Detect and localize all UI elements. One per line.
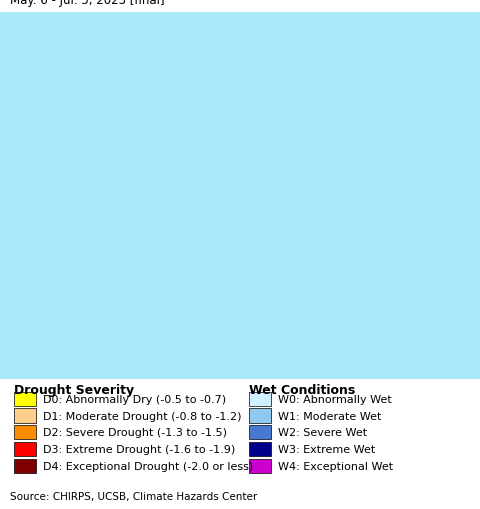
Text: W1: Moderate Wet: W1: Moderate Wet xyxy=(278,411,382,421)
Text: D2: Severe Drought (-1.3 to -1.5): D2: Severe Drought (-1.3 to -1.5) xyxy=(43,428,227,437)
Text: Source: CHIRPS, UCSB, Climate Hazards Center: Source: CHIRPS, UCSB, Climate Hazards Ce… xyxy=(10,491,257,501)
Bar xyxy=(14,442,36,456)
Text: D3: Extreme Drought (-1.6 to -1.9): D3: Extreme Drought (-1.6 to -1.9) xyxy=(43,444,235,454)
Bar xyxy=(250,442,271,456)
Text: Drought Severity: Drought Severity xyxy=(14,383,134,397)
Text: W2: Severe Wet: W2: Severe Wet xyxy=(278,428,367,437)
Text: W4: Exceptional Wet: W4: Exceptional Wet xyxy=(278,461,393,471)
Bar xyxy=(250,459,271,473)
Text: D0: Abnormally Dry (-0.5 to -0.7): D0: Abnormally Dry (-0.5 to -0.7) xyxy=(43,394,226,404)
Text: May. 6 - Jul. 5, 2023 [final]: May. 6 - Jul. 5, 2023 [final] xyxy=(10,0,164,7)
Text: W3: Extreme Wet: W3: Extreme Wet xyxy=(278,444,375,454)
Text: Wet Conditions: Wet Conditions xyxy=(250,383,356,397)
Bar xyxy=(14,409,36,423)
Bar xyxy=(14,392,36,406)
Text: D4: Exceptional Drought (-2.0 or less): D4: Exceptional Drought (-2.0 or less) xyxy=(43,461,253,471)
Bar xyxy=(250,392,271,406)
Bar xyxy=(250,426,271,439)
Bar xyxy=(14,426,36,439)
Bar xyxy=(250,409,271,423)
Bar xyxy=(14,459,36,473)
Text: W0: Abnormally Wet: W0: Abnormally Wet xyxy=(278,394,392,404)
Text: D1: Moderate Drought (-0.8 to -1.2): D1: Moderate Drought (-0.8 to -1.2) xyxy=(43,411,241,421)
